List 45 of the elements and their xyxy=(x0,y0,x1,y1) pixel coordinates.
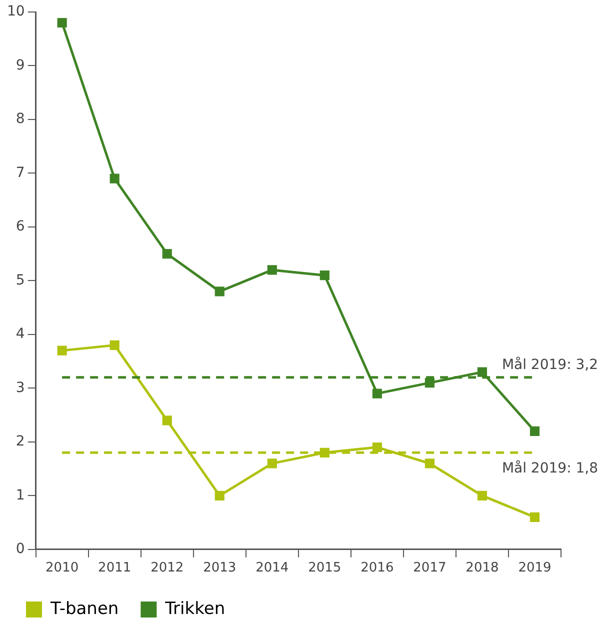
point xyxy=(267,458,277,468)
point xyxy=(424,378,434,388)
x-tick-label: 2012 xyxy=(150,560,184,576)
y-tick-label: 3 xyxy=(16,380,25,396)
legend-label: T-banen xyxy=(50,598,119,619)
y-tick-label: 6 xyxy=(16,218,25,235)
ref-line-label: Mål 2019: 3,2 xyxy=(502,356,598,374)
point xyxy=(424,458,434,468)
x-tick-label: 2015 xyxy=(308,560,342,576)
point xyxy=(530,512,540,522)
point xyxy=(477,490,488,500)
y-tick-label: 9 xyxy=(16,57,25,74)
point xyxy=(214,286,224,296)
x-tick-label: 2017 xyxy=(413,560,446,576)
ref-line-label: Mål 2019: 1,8 xyxy=(502,459,598,476)
x-tick-label: 2010 xyxy=(46,560,79,576)
y-tick-label: 7 xyxy=(16,164,25,181)
y-tick-label: 4 xyxy=(16,326,25,342)
x-tick-label: 2013 xyxy=(203,560,236,576)
x-tick-label: 2018 xyxy=(466,560,499,576)
point xyxy=(267,265,277,275)
y-tick-label: 2 xyxy=(16,434,25,450)
point xyxy=(530,426,540,436)
x-tick-label: 2014 xyxy=(256,560,289,576)
x-tick-label: 2011 xyxy=(98,560,132,576)
y-tick-label: 5 xyxy=(16,272,25,288)
legend-label: Trikken xyxy=(164,598,226,619)
y-tick-label: 8 xyxy=(16,111,25,128)
y-tick-label: 1 xyxy=(16,487,25,504)
point xyxy=(110,340,120,350)
point xyxy=(214,490,224,500)
point xyxy=(320,270,330,280)
point xyxy=(320,448,330,458)
point xyxy=(57,346,67,356)
y-tick-label: 10 xyxy=(6,4,25,20)
y-tick-label: 0 xyxy=(16,541,25,558)
x-tick-label: 2016 xyxy=(360,560,394,576)
x-tick-label: 2019 xyxy=(518,560,552,576)
point xyxy=(372,442,382,452)
point xyxy=(477,367,488,377)
point xyxy=(162,249,172,259)
point xyxy=(162,416,172,426)
point xyxy=(57,18,67,28)
point xyxy=(372,388,382,398)
point xyxy=(110,174,120,184)
